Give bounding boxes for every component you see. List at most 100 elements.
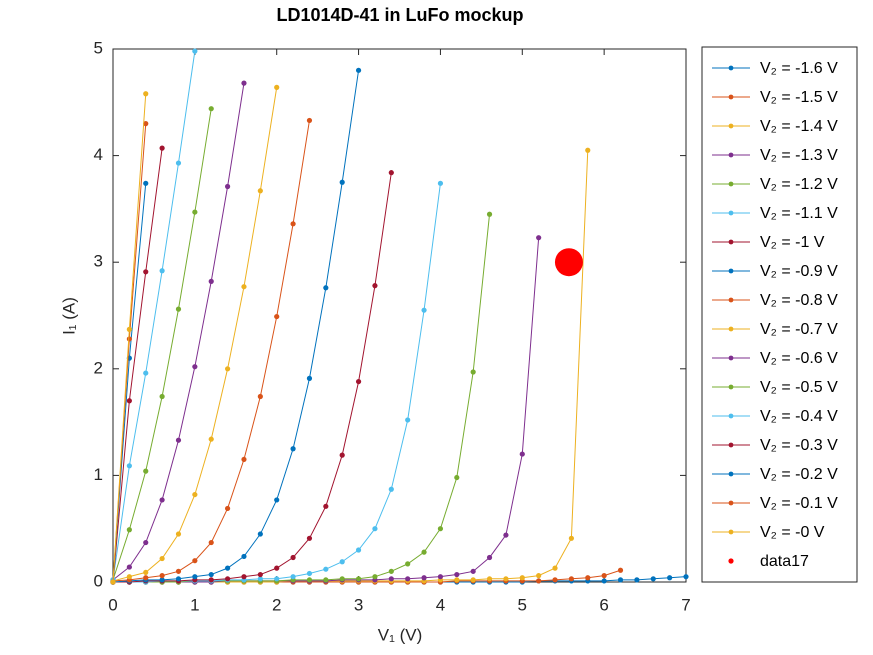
series-line — [112, 148, 163, 583]
data-point — [175, 306, 182, 312]
x-tick-label: 5 — [518, 595, 527, 614]
data-point — [208, 278, 214, 284]
data-point — [175, 437, 182, 443]
data-point — [143, 468, 149, 474]
x-tick-label: 6 — [599, 595, 608, 614]
data-point — [470, 369, 476, 375]
plot-area — [112, 48, 687, 583]
data-point — [306, 577, 313, 583]
legend-marker — [728, 442, 734, 448]
data-point — [143, 569, 149, 576]
series — [110, 170, 394, 585]
data-point — [355, 67, 362, 73]
data-point — [617, 567, 624, 573]
legend-label: V₂ = -1.6 V — [760, 60, 838, 77]
data-point — [323, 285, 329, 291]
data-point — [143, 180, 149, 186]
legend-marker — [728, 210, 734, 216]
data-point — [143, 121, 149, 127]
data-point — [290, 554, 296, 561]
data-point — [208, 106, 214, 112]
data-point — [437, 574, 444, 580]
series — [110, 48, 198, 583]
series-line — [112, 51, 196, 580]
data-point — [323, 577, 329, 583]
data-point — [683, 574, 689, 580]
data-point — [274, 313, 280, 320]
data-point — [388, 170, 394, 176]
legend-marker — [728, 65, 734, 71]
data-point — [306, 117, 313, 124]
data-point — [208, 571, 214, 578]
data-point — [470, 568, 476, 574]
data-point — [339, 452, 345, 458]
legend-label: data17 — [760, 553, 809, 570]
data-point — [241, 553, 247, 560]
data-point — [126, 326, 132, 332]
legend-label: V₂ = -1.3 V — [760, 147, 838, 164]
y-tick-label: 3 — [94, 252, 103, 271]
data-point — [503, 532, 509, 538]
data-point — [470, 577, 476, 583]
data-point — [126, 564, 132, 570]
legend-label: V₂ = -1 V — [760, 234, 825, 251]
legend — [701, 46, 858, 583]
data-point — [421, 307, 427, 313]
legend-label: V₂ = -1.2 V — [760, 176, 838, 193]
data-point — [257, 571, 263, 578]
x-axis-label: V₁ (V) — [378, 625, 422, 644]
data-point — [554, 248, 583, 277]
data-point — [323, 503, 329, 509]
data-point — [585, 147, 591, 153]
data-point — [159, 393, 165, 400]
data-point — [486, 211, 493, 217]
series — [554, 248, 583, 277]
data-point — [225, 183, 231, 190]
data-point — [225, 565, 231, 571]
data-point — [552, 577, 558, 583]
data-point — [437, 526, 444, 532]
data-point — [159, 268, 165, 274]
data-point — [421, 575, 427, 581]
legend-label: V₂ = -1.1 V — [760, 205, 838, 222]
legend-label: V₂ = -0.2 V — [760, 466, 838, 483]
data-point — [585, 575, 591, 581]
data-point — [454, 571, 460, 578]
data-point — [372, 574, 378, 580]
data-point — [274, 497, 280, 503]
x-tick-label: 4 — [436, 595, 445, 614]
data-point — [159, 145, 165, 151]
data-point — [241, 284, 247, 290]
data-point — [355, 547, 362, 553]
data-point — [192, 364, 198, 370]
data-point — [241, 574, 247, 580]
legend-marker — [728, 355, 734, 361]
x-tick-label: 7 — [681, 595, 690, 614]
legend-marker — [728, 123, 734, 129]
data-point — [192, 574, 198, 580]
legend-marker — [728, 181, 734, 187]
data-point — [208, 539, 214, 546]
data-point — [601, 573, 607, 579]
data-point — [126, 527, 132, 533]
data-point — [225, 366, 231, 372]
legend-label: V₂ = -0.6 V — [760, 350, 838, 367]
data-point — [159, 573, 165, 579]
data-point — [486, 554, 493, 561]
data-point — [257, 393, 263, 400]
data-point — [192, 491, 198, 498]
data-point — [486, 576, 493, 582]
legend-marker — [728, 94, 734, 100]
data-point — [257, 576, 263, 582]
data-point — [519, 451, 525, 457]
data-point — [355, 378, 362, 385]
data-point — [568, 535, 575, 541]
legend-marker — [728, 297, 734, 303]
data-point — [241, 80, 247, 86]
data-point — [454, 474, 460, 481]
legend-marker — [728, 152, 734, 158]
data-point — [192, 558, 198, 564]
legend-label: V₂ = -1.4 V — [760, 118, 838, 135]
data-point — [159, 497, 165, 503]
